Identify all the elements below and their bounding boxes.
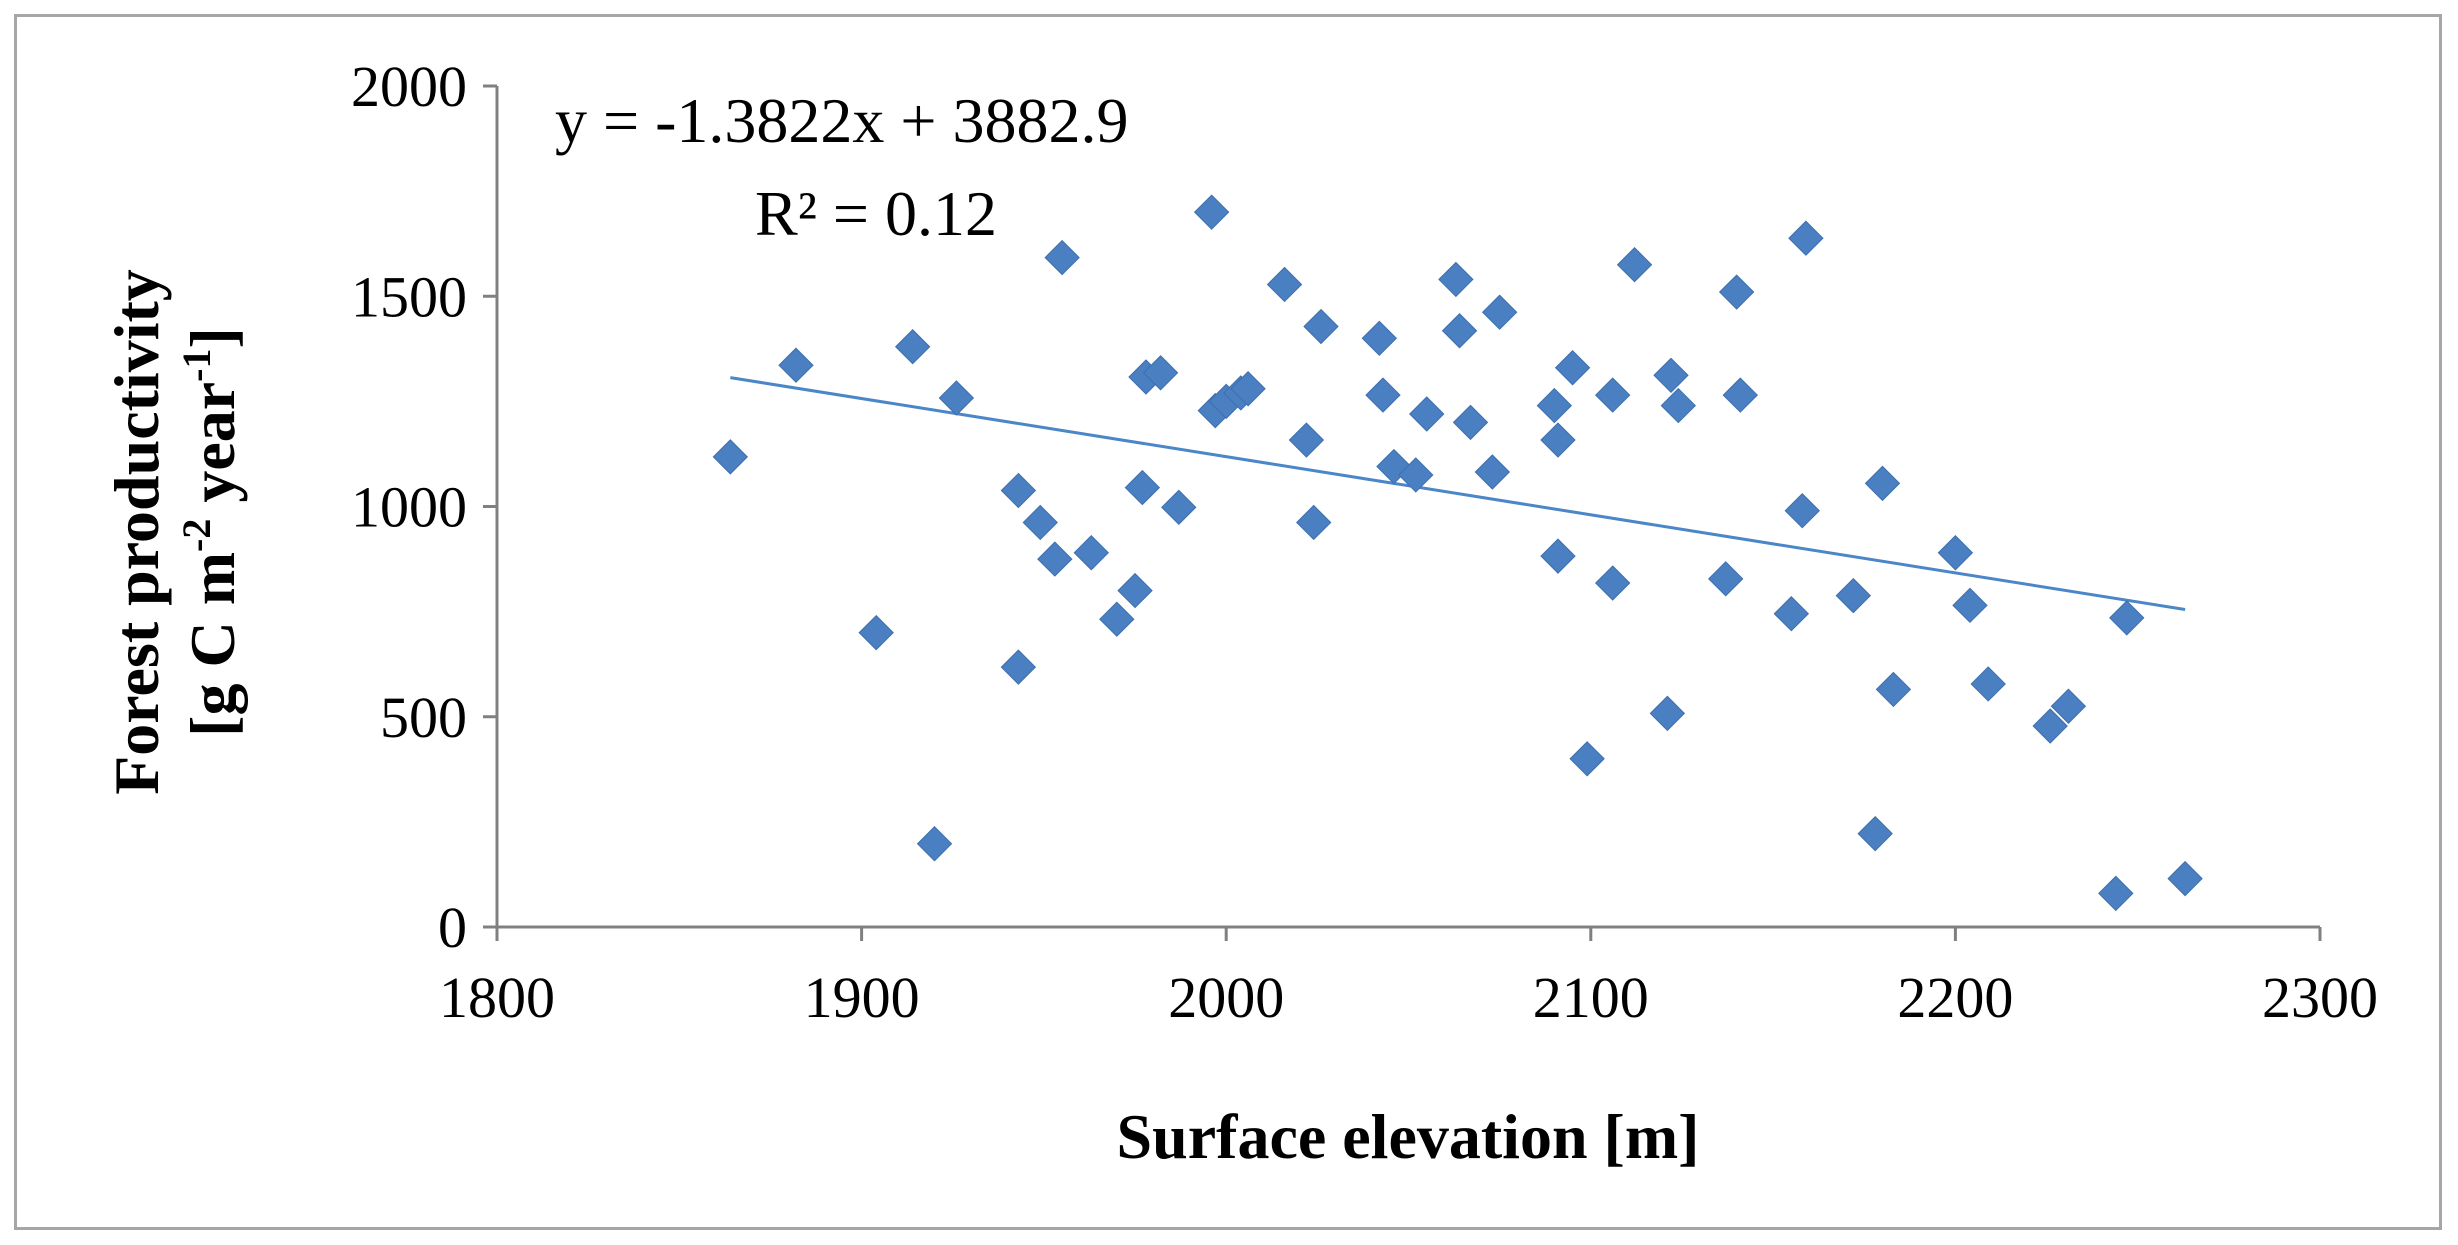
data-point	[1124, 469, 1161, 506]
data-point	[1569, 741, 1605, 777]
data-point	[1295, 504, 1332, 541]
data-point	[1073, 535, 1110, 571]
data-point	[1875, 671, 1912, 708]
data-point	[1722, 377, 1758, 413]
data-point	[1022, 504, 1058, 541]
data-point	[2109, 600, 2145, 636]
y-axis-title-line1: Forest productivity	[101, 269, 172, 795]
data-point	[1474, 454, 1511, 490]
data-point	[1594, 377, 1631, 413]
data-point	[1142, 355, 1179, 391]
y-axis-title-line2: [g C m-2 year-1]	[174, 327, 248, 737]
x-ticks: 1800 1900 2000 2100 2200 2300	[439, 927, 2378, 1030]
y-axis-unit-suffix: ]	[177, 327, 248, 348]
x-tick-label: 1900	[804, 965, 920, 1030]
data-point	[1361, 320, 1398, 357]
data-point	[894, 329, 931, 365]
y-tick-label: 1500	[351, 264, 467, 329]
data-point	[1000, 649, 1037, 685]
data-point	[1536, 387, 1573, 424]
x-tick-label: 2100	[1533, 965, 1649, 1030]
data-point	[1037, 541, 1073, 577]
trendline-equation: y = -1.3822x + 3882.9	[555, 85, 1129, 156]
data-point	[1857, 815, 1893, 852]
data-point	[1616, 247, 1653, 283]
data-point	[1554, 350, 1591, 386]
data-point	[2032, 708, 2068, 744]
data-point	[1660, 387, 1697, 424]
data-point	[2050, 688, 2087, 724]
data-point	[2167, 860, 2203, 897]
data-point	[1441, 313, 1478, 349]
x-tick-label: 2200	[1897, 965, 2013, 1030]
data-point	[1653, 357, 1689, 394]
data-point	[2098, 875, 2134, 912]
data-point	[1117, 572, 1153, 609]
data-point	[1266, 266, 1303, 303]
y-axis-unit-sup2: -1	[174, 349, 219, 382]
r-squared-label: R² = 0.12	[755, 178, 997, 249]
data-point	[1835, 577, 1872, 614]
y-tick-label: 2000	[351, 54, 467, 119]
data-point	[1376, 448, 1412, 485]
x-tick-label: 1800	[439, 965, 555, 1030]
x-tick-label: 2300	[2262, 965, 2378, 1030]
y-axis-unit-sup1: -2	[174, 519, 219, 552]
data-point	[1452, 404, 1489, 441]
data-point	[1099, 601, 1135, 637]
data-point	[1230, 371, 1266, 407]
data-point	[1864, 465, 1901, 502]
data-point	[1540, 422, 1576, 458]
data-point	[1193, 194, 1230, 230]
data-point	[1707, 561, 1744, 597]
data-point	[858, 614, 894, 651]
data-point	[1288, 422, 1325, 458]
x-axis-title: Surface elevation [m]	[1117, 1101, 1700, 1172]
data-point	[1409, 396, 1445, 432]
chart-frame	[14, 14, 2442, 1230]
y-tick-label: 1000	[351, 475, 467, 540]
data-point	[1044, 239, 1080, 276]
trendline	[730, 376, 2186, 612]
data-point	[1788, 220, 1824, 256]
data-point	[1365, 377, 1401, 413]
data-point	[1540, 538, 1576, 574]
data-point	[1398, 457, 1434, 493]
data-points	[712, 194, 2203, 912]
data-point	[1161, 489, 1197, 526]
data-point	[1784, 492, 1820, 529]
data-point	[1438, 261, 1474, 298]
y-tick-label: 0	[438, 895, 467, 960]
x-tick-label: 2000	[1168, 965, 1284, 1030]
data-point	[1000, 472, 1037, 509]
data-point	[916, 826, 953, 862]
data-point	[1718, 274, 1755, 310]
data-point	[1773, 596, 1810, 632]
data-point	[712, 439, 749, 475]
data-point	[1481, 294, 1518, 330]
data-point	[1970, 666, 2006, 702]
data-point	[1303, 308, 1339, 345]
data-point	[1952, 587, 1988, 624]
data-point	[1937, 535, 1974, 571]
data-point	[938, 380, 975, 416]
data-point	[778, 347, 814, 383]
data-point	[1649, 695, 1686, 732]
y-axis-title: Forest productivity [g C m-2 year-1]	[101, 269, 248, 795]
y-ticks: 0 500 1000 1500 2000	[351, 54, 497, 960]
y-axis-unit-prefix: [g C m	[177, 552, 248, 737]
y-axis-unit-mid: year	[177, 382, 248, 519]
y-tick-label: 500	[380, 685, 467, 750]
data-point	[1594, 565, 1631, 601]
